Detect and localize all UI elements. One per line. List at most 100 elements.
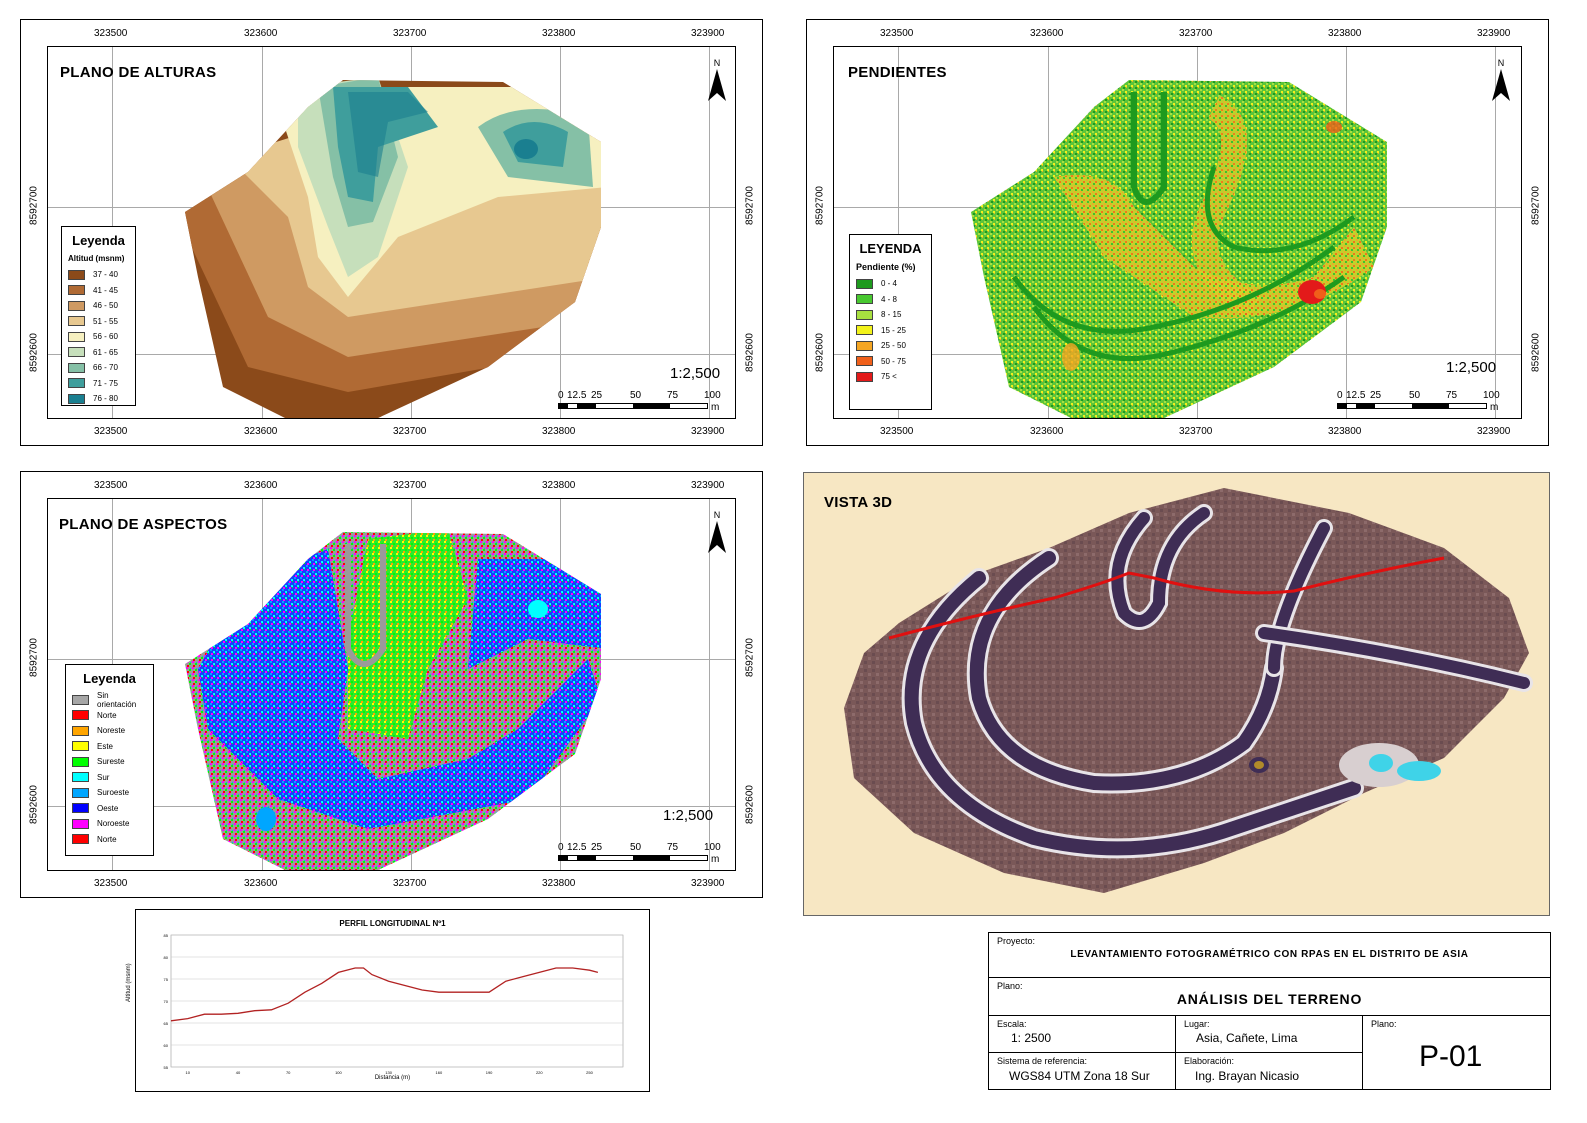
coord-label-x: 323700 [393,426,427,437]
legend-swatch [856,278,873,289]
legend-title: LEYENDA [859,241,922,256]
coord-label-x: 323700 [1179,28,1213,39]
coord-label-x: 323900 [1477,426,1511,437]
plan-cell: Plano: ANÁLISIS DEL TERRENO [989,978,1550,1016]
scalebar: 0 12.5 25 50 75 100 m [558,842,721,868]
scale-ratio: 1:2,500 [663,807,714,824]
sheet-cell: Plano: P-01 [1363,1016,1550,1090]
legend-swatch [72,818,89,829]
profile-line [170,967,599,1022]
legend-label: Norte [97,710,117,720]
coord-label-x: 323500 [880,426,914,437]
legend-item: 50 - 75 [856,354,925,370]
title-block: Proyecto: LEVANTAMIENTO FOTOGRAMÉTRICO C… [988,932,1551,1090]
legend-item: Este [72,739,147,755]
scalebar-label: 12.5 [567,390,587,401]
profile-chart-panel: PERFIL LONGITUDINAL Nº1 55 60 65 70 75 80 85 10… [126,909,650,1092]
legend-label: 8 - 15 [881,310,902,320]
y-tick-label: 80 [164,955,169,960]
legend-swatch [72,787,89,798]
scalebar-label: 50 [1409,390,1421,401]
scalebar: 0 12.5 25 50 75 100 m [1337,390,1500,416]
scalebar-segments [1337,403,1487,409]
y-tick-label: 75 [164,977,169,982]
scalebar-segments [558,855,708,861]
y-tick-label: 70 [164,999,169,1004]
scalebar-label: 25 [591,390,603,401]
legend-swatch [68,362,85,373]
x-tick-label: 250 [586,1070,593,1075]
legend-swatch [72,756,89,767]
legend-swatch [68,316,85,327]
legend-swatch [72,834,89,845]
map-title: PLANO DE ASPECTOS [59,516,228,533]
legend-label: Noreste [97,726,126,736]
legend-swatch [68,393,85,404]
coord-label-x: 323700 [393,878,427,889]
coord-label-y: 8592600 [814,333,826,372]
scalebar-label: 0 [558,842,564,853]
legend-swatch [856,294,873,305]
coord-label-x: 323800 [1328,426,1362,437]
scalebar-unit: m [1490,402,1499,413]
legend-item: 75 < [856,369,925,385]
legend-label: Este [97,741,114,751]
y-tick-label: 60 [164,1043,169,1048]
legend-swatch [72,694,89,705]
legend-item: 0 - 4 [856,276,925,292]
north-arrow-icon: N [1492,58,1510,101]
sheet-label: Plano: [1371,1019,1397,1029]
scale-ratio: 1:2,500 [1446,359,1497,376]
scalebar-label: 0 [558,390,564,401]
coord-label-x: 323600 [244,480,278,491]
plan-name: ANÁLISIS DEL TERRENO [1176,991,1363,1007]
coord-label-y: 8592700 [744,638,756,677]
project-label: Proyecto: [997,936,1036,946]
coord-label-x: 323600 [1030,28,1064,39]
svg-text:N: N [714,510,721,520]
map-frame-aspects: PLANO DE ASPECTOS N Leyenda Sin orientac… [20,471,763,898]
legend-label: 56 - 60 [93,332,118,342]
coord-label-x: 323600 [244,878,278,889]
legend-item: 66 - 70 [68,360,129,376]
heights-terrain [185,80,601,418]
coord-label-x: 323600 [1030,426,1064,437]
coord-label-y: 8592600 [1530,333,1542,372]
legend-subtitle: Pendiente (%) [856,262,916,272]
legend-item: Oeste [72,801,147,817]
scalebar-label: 100 [704,390,721,401]
legend-label: 37 - 40 [93,270,118,280]
legend-label: 66 - 70 [93,363,118,373]
view-3d-panel: VISTA 3D [803,472,1550,916]
scalebar-label: 75 [1446,390,1458,401]
coord-label-x: 323500 [880,28,914,39]
legend-label: 61 - 65 [93,347,118,357]
legend-item: 15 - 25 [856,323,925,339]
project-name: LEVANTAMIENTO FOTOGRAMÉTRICO CON RPAS EN… [1070,949,1469,960]
legend-label: 75 < [881,372,897,382]
crs-label: Sistema de referencia: [997,1056,1088,1066]
legend-label: 25 - 50 [881,341,906,351]
y-tick-label: 55 [164,1065,169,1070]
legend-item: 25 - 50 [856,338,925,354]
legend-label: 51 - 55 [93,316,118,326]
x-tick-label: 130 [385,1070,392,1075]
grid-line [709,499,710,870]
legend-slopes: LEYENDA Pendiente (%) 0 - 4 4 - 8 8 - 15 15… [849,234,932,410]
legend-item: 37 - 40 [68,267,129,283]
legend-item: 76 - 80 [68,391,129,407]
coord-label-x: 323800 [542,426,576,437]
profile-ylabel: Altitud (msnm) [126,963,132,1002]
legend-swatch [856,356,873,367]
legend-item: 4 - 8 [856,292,925,308]
legend-label: 50 - 75 [881,356,906,366]
scalebar-label: 0 [1337,390,1343,401]
x-tick-label: 70 [286,1070,291,1075]
crs-cell: Sistema de referencia: WGS84 UTM Zona 18… [989,1053,1176,1090]
legend-label: Sureste [97,757,125,767]
place-cell: Lugar: Asia, Cañete, Lima [1176,1016,1363,1053]
scalebar-label: 50 [630,842,642,853]
scale-value: 1: 2500 [1011,1031,1052,1045]
coord-label-y: 8592700 [1530,186,1542,225]
grid-line [898,47,899,418]
